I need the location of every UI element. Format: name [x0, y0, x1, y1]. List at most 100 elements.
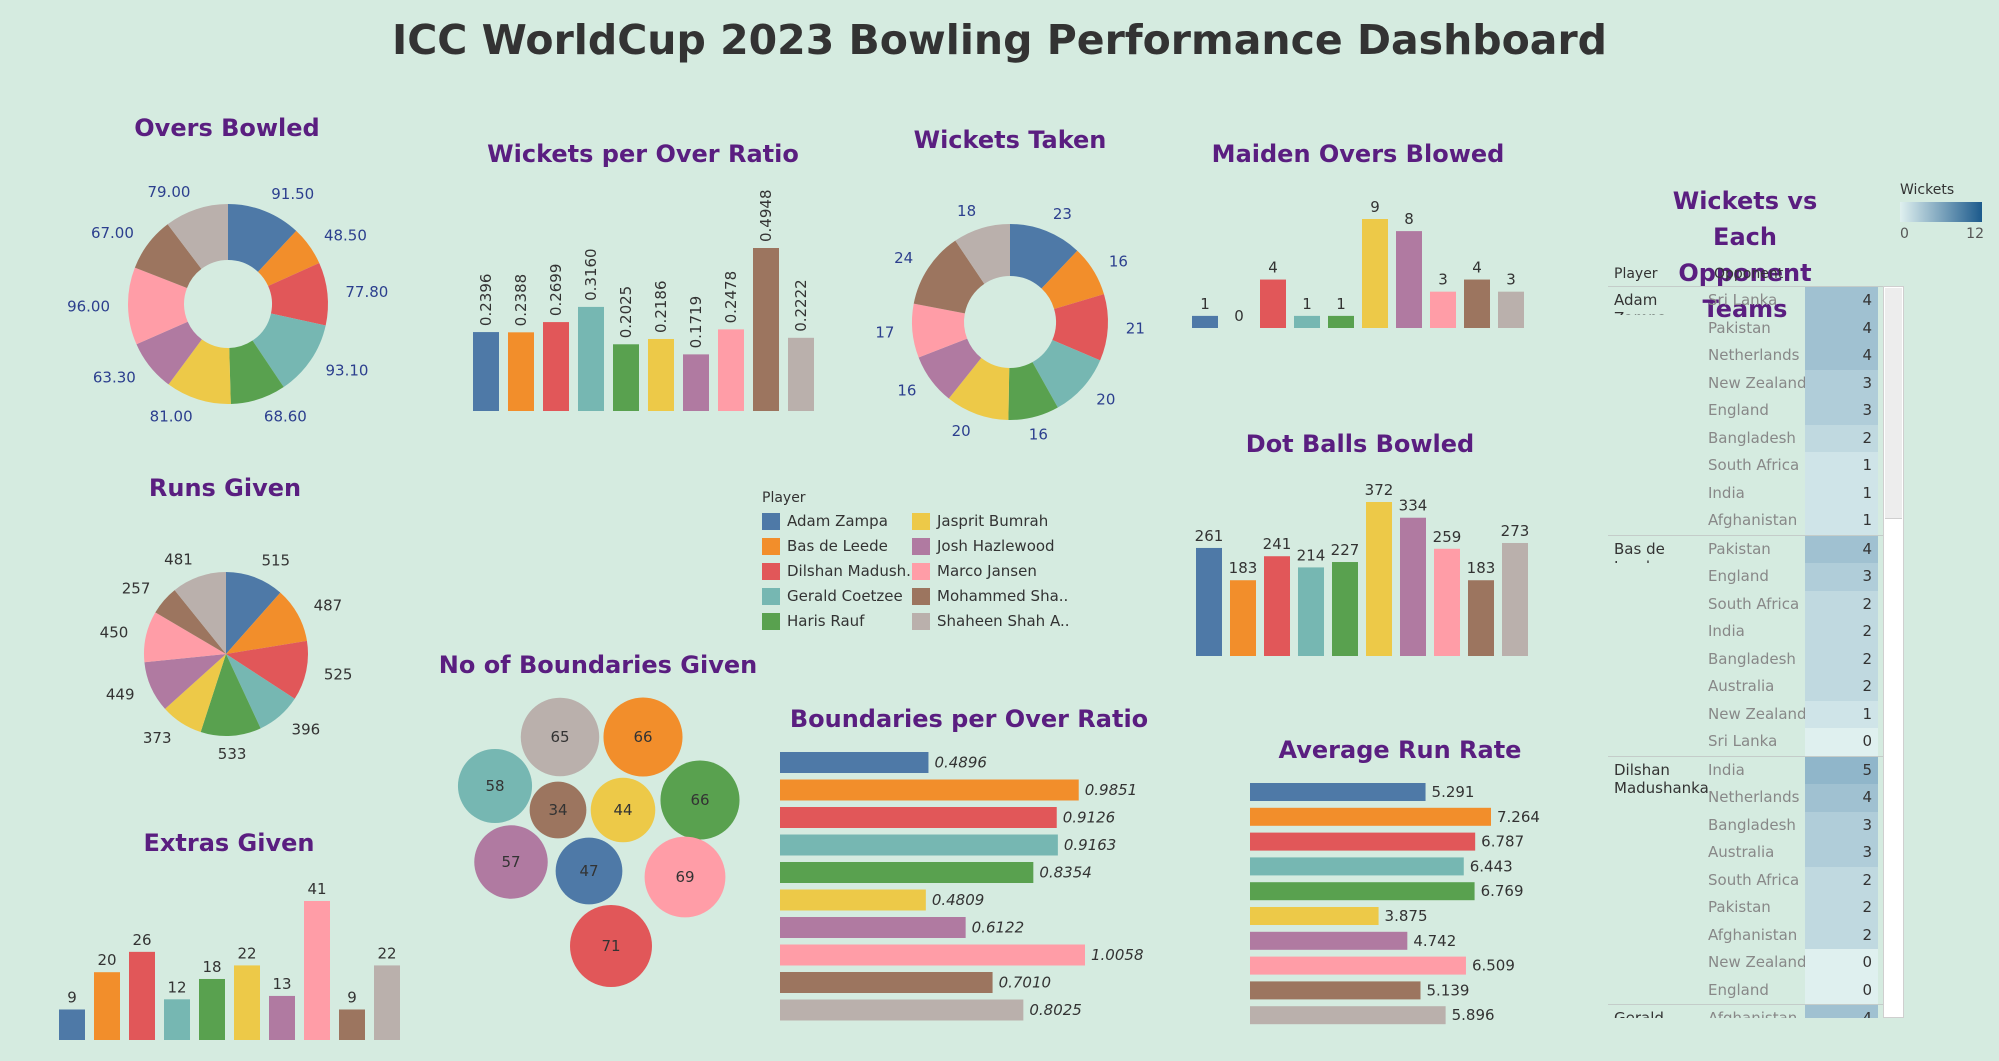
wickets-cell: 4 — [1805, 342, 1878, 370]
extras-given-bar — [304, 901, 330, 1040]
overs-bowled-slice — [229, 340, 284, 404]
header-opponent: Opponent — [1714, 266, 1784, 282]
opponent-cell: South Africa — [1708, 870, 1800, 889]
player-cell: Dilshan Madushanka — [1614, 760, 1709, 797]
wickets-taken-label: 18 — [957, 202, 976, 220]
wickets-cell: 1 — [1805, 452, 1878, 480]
dot-balls-label: 334 — [1399, 497, 1428, 515]
boundaries-per-over-bar — [780, 779, 1079, 801]
table-body[interactable]: Adam ZampaSri Lanka4Pakistan4Netherlands… — [1608, 286, 1904, 1018]
legend-item[interactable]: Gerald Coetzee — [762, 587, 912, 605]
boundaries-given-bubble — [529, 781, 587, 839]
table-row: New Zealand 3 — [1608, 369, 1904, 397]
player-cell: Gerald — [1614, 1009, 1664, 1018]
opponent-cell: South Africa — [1708, 594, 1800, 613]
legend-swatch — [762, 562, 780, 580]
boundaries-per-over-label: 0.8354 — [1039, 864, 1092, 882]
wickets-taken-slice — [1032, 340, 1101, 408]
boundaries-per-over-label: 0.6122 — [972, 919, 1025, 937]
wickets-taken-title: Wickets Taken — [913, 126, 1107, 154]
overs-bowled-label: 68.60 — [264, 407, 307, 425]
legend-label: Mohammed Sha.. — [937, 587, 1069, 605]
runs-given-slice — [226, 654, 295, 729]
legend-item[interactable]: Adam Zampa — [762, 512, 912, 530]
wickets-taken-label: 24 — [894, 249, 913, 267]
table-row: Bangladesh 2 — [1608, 645, 1904, 673]
table-row: England 0 — [1608, 976, 1904, 1004]
wickets-taken-slice — [918, 338, 982, 399]
maiden-overs-bar — [1328, 315, 1354, 328]
wickets-taken-slice — [912, 303, 968, 358]
overs-bowled-slice — [252, 313, 326, 388]
legend-item[interactable]: Bas de Leede — [762, 537, 912, 555]
runs-given-label: 257 — [122, 580, 151, 598]
wickets-per-over-label: 0.2396 — [477, 274, 495, 327]
table-row: Netherlands 4 — [1608, 342, 1904, 370]
extras-given-bar — [164, 999, 190, 1040]
overs-bowled-title: Overs Bowled — [134, 114, 320, 142]
wickets-taken-label: 21 — [1126, 320, 1145, 338]
wickets-taken-label: 20 — [952, 422, 971, 440]
avg-run-rate-bar — [1250, 857, 1464, 876]
legend-label: Gerald Coetzee — [787, 587, 903, 605]
extras-given-label: 26 — [132, 931, 151, 949]
boundaries-per-over-bar — [780, 972, 993, 993]
dot-balls-bar — [1196, 547, 1222, 656]
wickets-per-over-title: Wickets per Over Ratio — [487, 140, 799, 168]
table-scrollbar[interactable] — [1883, 286, 1904, 1018]
opponent-cell: India — [1708, 483, 1745, 502]
wickets-vs-opponents-title: Wickets vs Each Opponent Teams — [1672, 187, 1818, 323]
extras-given-title: Extras Given — [143, 829, 315, 857]
overs-bowled-label: 79.00 — [147, 183, 190, 201]
opponent-cell: Australia — [1708, 843, 1775, 861]
maiden-overs-bar — [1430, 291, 1456, 328]
legend-title: Player — [762, 490, 806, 506]
boundaries-given-bubble — [660, 760, 740, 840]
overs-bowled-slice — [268, 263, 328, 326]
opponent-cell: Afghanistan — [1708, 925, 1798, 944]
overs-bowled-label: 63.30 — [93, 369, 136, 387]
legend-swatch — [762, 612, 780, 630]
maiden-overs-label: 1 — [1200, 295, 1210, 313]
scrollbar-thumb[interactable] — [1885, 288, 1902, 519]
legend-label: Josh Hazlewood — [937, 537, 1055, 555]
player-cell — [1608, 922, 1708, 950]
boundaries-per-over-title: Boundaries per Over Ratio — [789, 705, 1149, 733]
opponent-cell: Pakistan — [1708, 539, 1771, 558]
overs-bowled-label: 91.50 — [271, 185, 314, 203]
avg-run-rate-bar — [1250, 832, 1476, 851]
overs-bowled-label: 81.00 — [150, 408, 193, 426]
opponent-cell: Bangladesh — [1708, 815, 1796, 834]
player-cell — [1608, 480, 1708, 508]
legend-item[interactable]: Mohammed Sha.. — [912, 587, 1068, 605]
runs-given-title: Runs Given — [148, 474, 302, 502]
player-cell — [1608, 425, 1708, 453]
runs-given-label: 533 — [218, 745, 247, 763]
legend-item[interactable]: Haris Rauf — [762, 612, 912, 630]
extras-given-bar — [374, 965, 400, 1040]
table-row: Bangladesh 2 — [1608, 424, 1904, 453]
dot-balls-label: 372 — [1365, 481, 1394, 499]
legend-item[interactable]: Jasprit Bumrah — [912, 512, 1062, 530]
legend-swatch — [912, 562, 930, 580]
legend-item[interactable]: Marco Jansen — [912, 562, 1062, 580]
player-cell — [1608, 949, 1708, 977]
boundaries-per-over-label: 0.9163 — [1064, 836, 1117, 854]
wickets-cell: 3 — [1805, 563, 1878, 591]
avg-run-rate-label: 7.264 — [1497, 808, 1540, 826]
dot-balls-bar — [1332, 562, 1358, 656]
player-cell — [1608, 591, 1708, 619]
extras-given-bar — [234, 965, 260, 1040]
wickets-cell: 1 — [1805, 479, 1878, 507]
legend-item[interactable]: Shaheen Shah A.. — [912, 612, 1070, 630]
legend-item[interactable]: Dilshan Madush.. — [762, 562, 916, 580]
opponent-cell: Pakistan — [1708, 318, 1771, 337]
wickets-cell: 4 — [1805, 1005, 1878, 1018]
extras-given-label: 9 — [67, 988, 77, 1006]
legend-item[interactable]: Josh Hazlewood — [912, 537, 1062, 555]
avg-run-rate-label: 4.742 — [1413, 932, 1456, 950]
dot-balls-label: 227 — [1331, 541, 1360, 559]
table-row: Afghanistan 1 — [1608, 507, 1904, 535]
